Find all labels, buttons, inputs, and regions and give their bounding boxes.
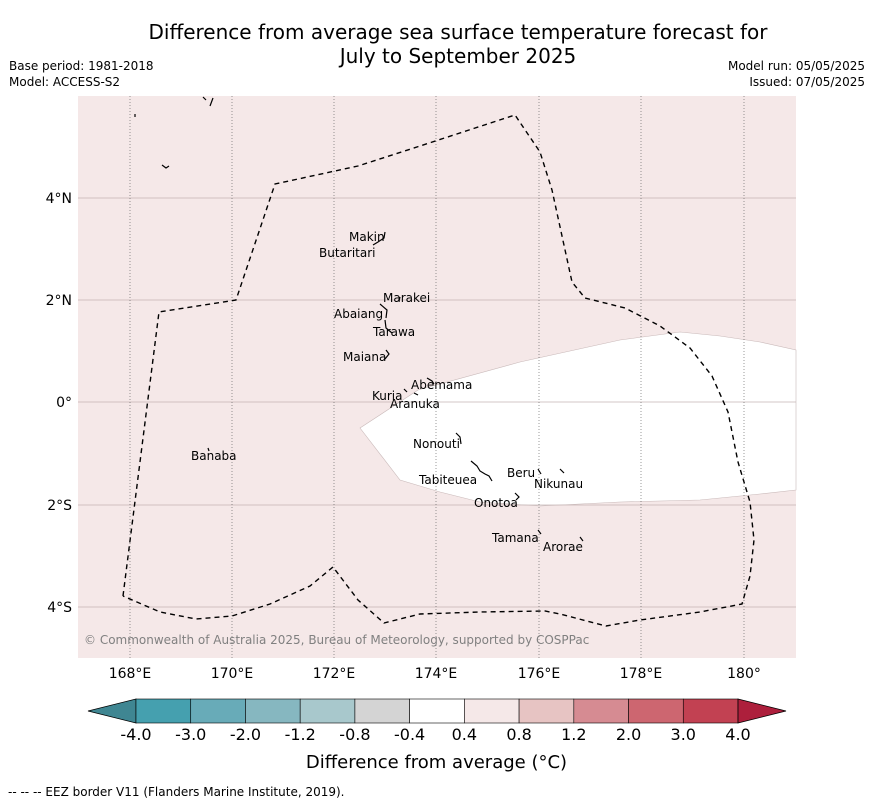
lat-gridlines <box>78 197 796 608</box>
lat-label-4s: 4°S <box>47 600 72 616</box>
meta-left: Base period: 1981-2018 Model: ACCESS-S2 <box>9 58 154 90</box>
model-name: Model: ACCESS-S2 <box>9 75 121 89</box>
colorbar-bin <box>682 698 739 724</box>
island-coastlines <box>134 96 584 542</box>
colorbar-tick-label: 0.8 <box>506 725 531 744</box>
lon-label-176e: 176°E <box>518 666 561 682</box>
colorbar-tick-label: 1.2 <box>561 725 586 744</box>
colorbar-tick-label: 0.4 <box>452 725 477 744</box>
colorbar-bin <box>354 698 410 724</box>
lon-gridlines <box>129 96 745 658</box>
lon-labels: 168°E 170°E 172°E 174°E 176°E 178°E 180° <box>109 666 761 682</box>
island-label-nikunau: Nikunau <box>534 477 583 491</box>
colorbar-tick-label: -4.0 <box>120 725 151 744</box>
colorbar-tick-label: -0.8 <box>339 725 370 744</box>
lon-label-174e: 174°E <box>415 666 458 682</box>
eez-border <box>122 114 755 627</box>
island-label-beru: Beru <box>507 466 535 480</box>
island-label-butaritari: Butaritari <box>319 246 376 260</box>
colorbar-tick-label: -3.0 <box>175 725 206 744</box>
colorbar-tick-label: 3.0 <box>671 725 696 744</box>
lat-label-4n: 4°N <box>46 191 72 207</box>
island-label-tarawa: Tarawa <box>372 325 415 339</box>
colorbar-tick-label: 4.0 <box>725 725 750 744</box>
colorbar-bin <box>409 698 465 724</box>
island-label-banaba: Banaba <box>191 449 237 463</box>
meta-right: Model run: 05/05/2025 Issued: 07/05/2025 <box>728 58 865 90</box>
neutral-anomaly-region <box>359 331 797 507</box>
eez-footnote: -- -- -- EEZ border V11 (Flanders Marine… <box>8 785 345 799</box>
lat-label-2n: 2°N <box>46 293 72 309</box>
colorbar-bin <box>628 698 684 724</box>
title-line-1: Difference from average sea surface temp… <box>148 20 768 44</box>
colorbar-extend-high <box>737 698 787 724</box>
colorbar-extend-low <box>87 698 137 724</box>
island-label-tamana: Tamana <box>491 531 539 545</box>
lon-label-172e: 172°E <box>313 666 356 682</box>
lat-label-0: 0° <box>56 395 72 411</box>
colorbar-bin <box>464 698 520 724</box>
island-label-abaiang: Abaiang <box>334 307 383 321</box>
island-labels: Makin Butaritari Marakei Abaiang Tarawa … <box>191 230 583 554</box>
island-label-maiana: Maiana <box>343 350 386 364</box>
model-run: Model run: 05/05/2025 <box>727 59 865 73</box>
colorbar-bin <box>135 698 192 724</box>
lon-label-170e: 170°E <box>211 666 254 682</box>
colorbar-bin <box>190 698 246 724</box>
island-label-kuria: Kuria <box>372 389 403 403</box>
lat-label-2s: 2°S <box>47 498 72 514</box>
island-label-makin: Makin <box>349 230 385 244</box>
colorbar-tick-label: 2.0 <box>616 725 641 744</box>
island-label-nonouti: Nonouti <box>413 437 460 451</box>
island-label-onotoa: Onotoa <box>474 496 518 510</box>
base-period: Base period: 1981-2018 <box>9 59 154 73</box>
colorbar-bin <box>573 698 629 724</box>
island-label-aranuka: Aranuka <box>390 397 440 411</box>
colorbar-title: Difference from average (°C) <box>305 752 568 773</box>
colorbar-bin <box>518 698 575 724</box>
issued-date: Issued: 07/05/2025 <box>749 75 865 89</box>
colorbar-tick-label: -2.0 <box>230 725 261 744</box>
title-line-2: July to September 2025 <box>339 44 577 68</box>
copyright-notice: © Commonwealth of Australia 2025, Bureau… <box>84 633 589 647</box>
island-label-arorae: Arorae <box>543 540 583 554</box>
lat-labels: 4°N 2°N 0° 2°S 4°S <box>46 191 73 616</box>
colorbar-bin <box>299 698 356 724</box>
colorbar-tick-label: -1.2 <box>285 725 316 744</box>
lon-label-178e: 178°E <box>620 666 663 682</box>
colorbar-bin <box>245 698 301 724</box>
colorbar-tick-label: -0.4 <box>394 725 425 744</box>
colorbar: -4.0 -3.0 -2.0 -1.2 -0.8 -0.4 0.4 0.8 1.2 2.0 3.0 4… <box>87 698 787 744</box>
lon-label-168e: 168°E <box>109 666 152 682</box>
map-title: Difference from average sea surface temp… <box>0 20 873 68</box>
lon-label-180: 180° <box>727 666 761 682</box>
island-label-marakei: Marakei <box>383 291 430 305</box>
island-label-abemama: Abemama <box>411 378 472 392</box>
island-label-tabiteuea: Tabiteuea <box>418 473 477 487</box>
